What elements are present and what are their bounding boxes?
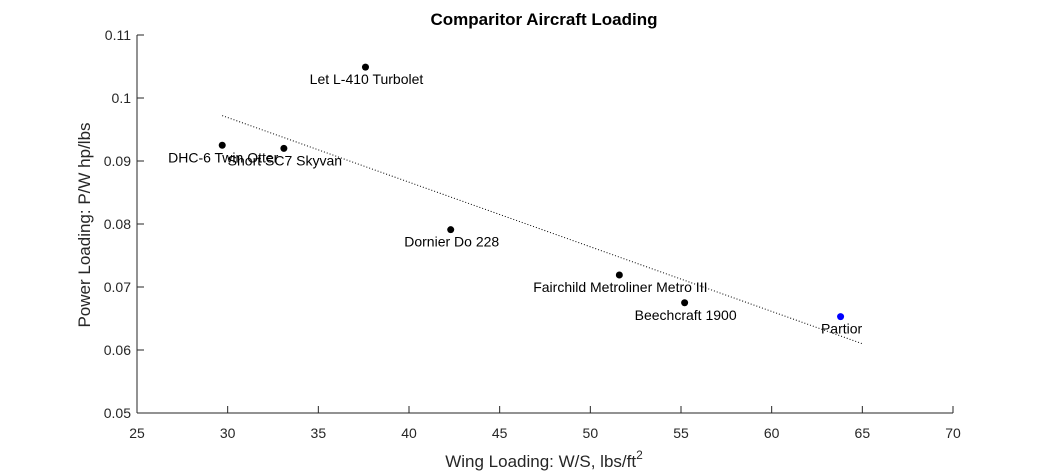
- x-axis-label: Wing Loading: W/S, lbs/ft2: [445, 448, 643, 471]
- data-point: [681, 299, 689, 307]
- data-point: [615, 271, 623, 279]
- y-ticks: 0.05 0.06 0.07 0.08 0.09 0.1 0.11: [104, 27, 144, 421]
- x-axis-label-text: Wing Loading: W/S, lbs/ft: [445, 452, 636, 471]
- data-point-label: DHC-6 Twin Otter: [168, 149, 279, 165]
- data-point-label: Partior: [821, 321, 863, 337]
- x-tick-label: 65: [855, 425, 871, 441]
- y-tick-label: 0.06: [104, 342, 131, 358]
- x-tick-label: 60: [764, 425, 780, 441]
- x-tick-label: 45: [492, 425, 508, 441]
- y-tick-label: 0.07: [104, 279, 131, 295]
- y-axis-label: Power Loading: P/W hp/lbs: [75, 122, 94, 327]
- x-tick-label: 25: [129, 425, 145, 441]
- data-point-label: Let L-410 Turbolet: [310, 71, 424, 87]
- x-tick-label: 30: [220, 425, 236, 441]
- data-point-label: Beechcraft 1900: [635, 307, 737, 323]
- trend-line: [222, 115, 863, 345]
- x-tick-label: 40: [401, 425, 417, 441]
- data-point-label: Dornier Do 228: [404, 234, 499, 250]
- data-point: [218, 141, 226, 149]
- x-tick-label: 35: [311, 425, 327, 441]
- y-tick-label: 0.08: [104, 216, 131, 232]
- point-labels: Let L-410 Turbolet DHC-6 Twin OtterShort …: [168, 71, 862, 336]
- data-point: [447, 226, 455, 234]
- data-point-label: Short SC7 Skyvan: [228, 152, 342, 168]
- data-points: [218, 63, 845, 321]
- y-tick-label: 0.1: [112, 90, 132, 106]
- chart-title: Comparitor Aircraft Loading: [431, 10, 658, 29]
- x-tick-label: 55: [673, 425, 689, 441]
- x-axis-label-superscript: 2: [636, 448, 643, 462]
- x-tick-label: 50: [583, 425, 599, 441]
- data-point-label: Fairchild Metroliner Metro III: [533, 279, 707, 295]
- y-tick-label: 0.09: [104, 153, 131, 169]
- y-tick-label: 0.11: [105, 27, 131, 43]
- data-point: [361, 63, 369, 71]
- x-tick-label: 70: [945, 425, 961, 441]
- axes: [136, 35, 953, 414]
- x-ticks: 25 30 35 40 45 50 55 60 65 70: [129, 406, 961, 441]
- y-tick-label: 0.05: [104, 405, 131, 421]
- data-point: [280, 144, 288, 152]
- data-point: [837, 313, 845, 321]
